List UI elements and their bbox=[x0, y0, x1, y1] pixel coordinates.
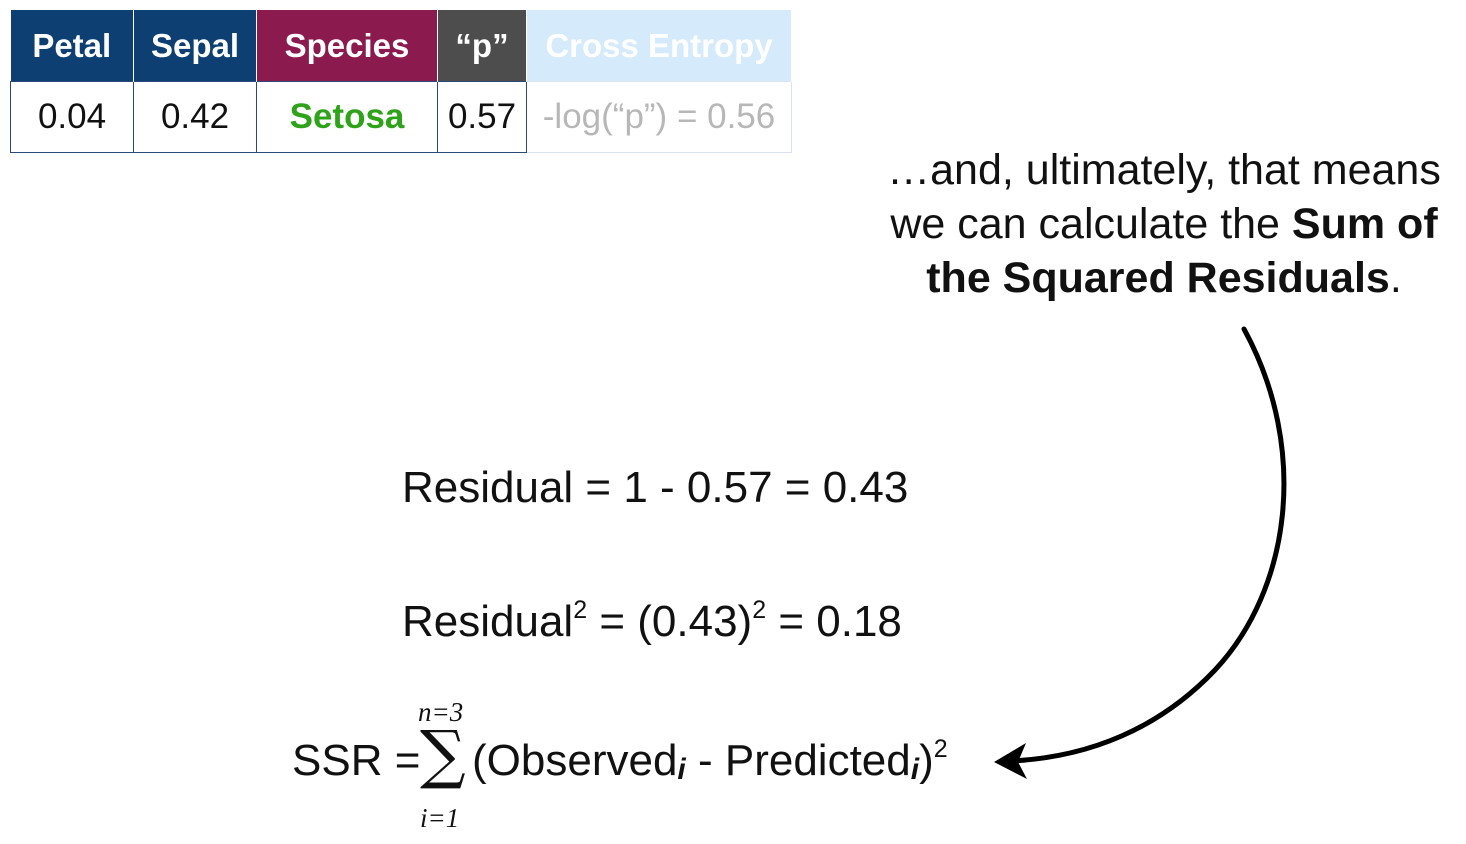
squared-sup1: 2 bbox=[573, 596, 588, 624]
ssr-minus: - Predicted bbox=[685, 736, 911, 785]
squared-part3: = 0.18 bbox=[766, 597, 902, 646]
ssr-sub2: i bbox=[910, 753, 920, 786]
squared-part2: = (0.43) bbox=[587, 597, 753, 646]
sigma-lower-limit: i=1 bbox=[420, 803, 460, 833]
ssr-sub1: i bbox=[677, 753, 686, 786]
ssr-sup: 2 bbox=[933, 735, 948, 763]
residual-equation: Residual = 1 - 0.57 = 0.43 bbox=[402, 463, 909, 512]
header-p: “p” bbox=[437, 10, 527, 82]
ssr-expression: (Observedi - Predictedi)2 bbox=[472, 736, 948, 786]
caption: …and, ultimately, that means we can calc… bbox=[862, 143, 1466, 305]
cell-p: 0.57 bbox=[437, 81, 527, 153]
cell-sepal: 0.42 bbox=[133, 81, 257, 153]
header-species: Species bbox=[256, 10, 438, 82]
ssr-open: (Observed bbox=[472, 736, 678, 785]
squared-residual-equation: Residual2 = (0.43)2 = 0.18 bbox=[402, 597, 902, 647]
cell-species: Setosa bbox=[256, 81, 438, 153]
sigma-icon: ∑ bbox=[420, 718, 466, 792]
caption-line3-suffix: . bbox=[1389, 254, 1402, 302]
sigma-upper-limit: n=3 bbox=[418, 697, 464, 727]
caption-line2-bold: Sum of bbox=[1291, 200, 1438, 248]
caption-line3-bold: the Squared Residuals bbox=[926, 254, 1390, 302]
arrowhead-icon bbox=[994, 743, 1027, 779]
cell-petal: 0.04 bbox=[10, 81, 134, 153]
ssr-close: ) bbox=[919, 736, 934, 785]
header-cross-entropy: Cross Entropy bbox=[526, 10, 792, 82]
table-row: 0.04 0.42 Setosa 0.57 -log(“p”) = 0.56 bbox=[10, 81, 792, 153]
squared-sup2: 2 bbox=[752, 596, 767, 624]
header-petal: Petal bbox=[10, 10, 134, 82]
curved-arrow-path bbox=[1009, 326, 1287, 764]
caption-line1: …and, ultimately, that means bbox=[887, 146, 1441, 194]
data-table: Petal Sepal Species “p” Cross Entropy 0.… bbox=[10, 10, 792, 153]
squared-part1: Residual bbox=[402, 597, 574, 646]
ssr-label: SSR = bbox=[292, 736, 421, 785]
caption-line2-prefix: we can calculate the bbox=[890, 200, 1292, 248]
table-header-row: Petal Sepal Species “p” Cross Entropy bbox=[10, 10, 792, 82]
cell-cross-entropy: -log(“p”) = 0.56 bbox=[526, 81, 792, 153]
header-sepal: Sepal bbox=[133, 10, 257, 82]
